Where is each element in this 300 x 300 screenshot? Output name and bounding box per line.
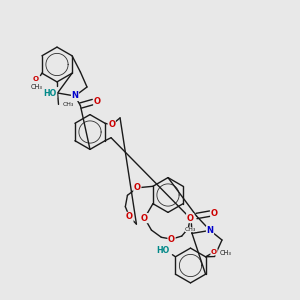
Text: O: O bbox=[94, 98, 101, 106]
Text: N: N bbox=[206, 226, 214, 235]
Text: O: O bbox=[108, 120, 115, 129]
Text: O: O bbox=[134, 183, 141, 192]
Text: CH₃: CH₃ bbox=[31, 84, 43, 90]
Text: HO: HO bbox=[156, 246, 169, 255]
Text: O: O bbox=[141, 214, 148, 223]
Text: O: O bbox=[126, 212, 133, 221]
Text: HO: HO bbox=[44, 88, 57, 98]
Text: CH₃: CH₃ bbox=[220, 250, 232, 256]
Text: O: O bbox=[168, 235, 175, 244]
Text: CH₃: CH₃ bbox=[63, 103, 74, 107]
Text: O: O bbox=[211, 208, 218, 217]
Text: O: O bbox=[211, 249, 217, 255]
Text: O: O bbox=[33, 76, 39, 82]
Text: N: N bbox=[71, 92, 79, 100]
Text: O: O bbox=[187, 214, 194, 223]
Text: CH₃: CH₃ bbox=[185, 227, 196, 232]
